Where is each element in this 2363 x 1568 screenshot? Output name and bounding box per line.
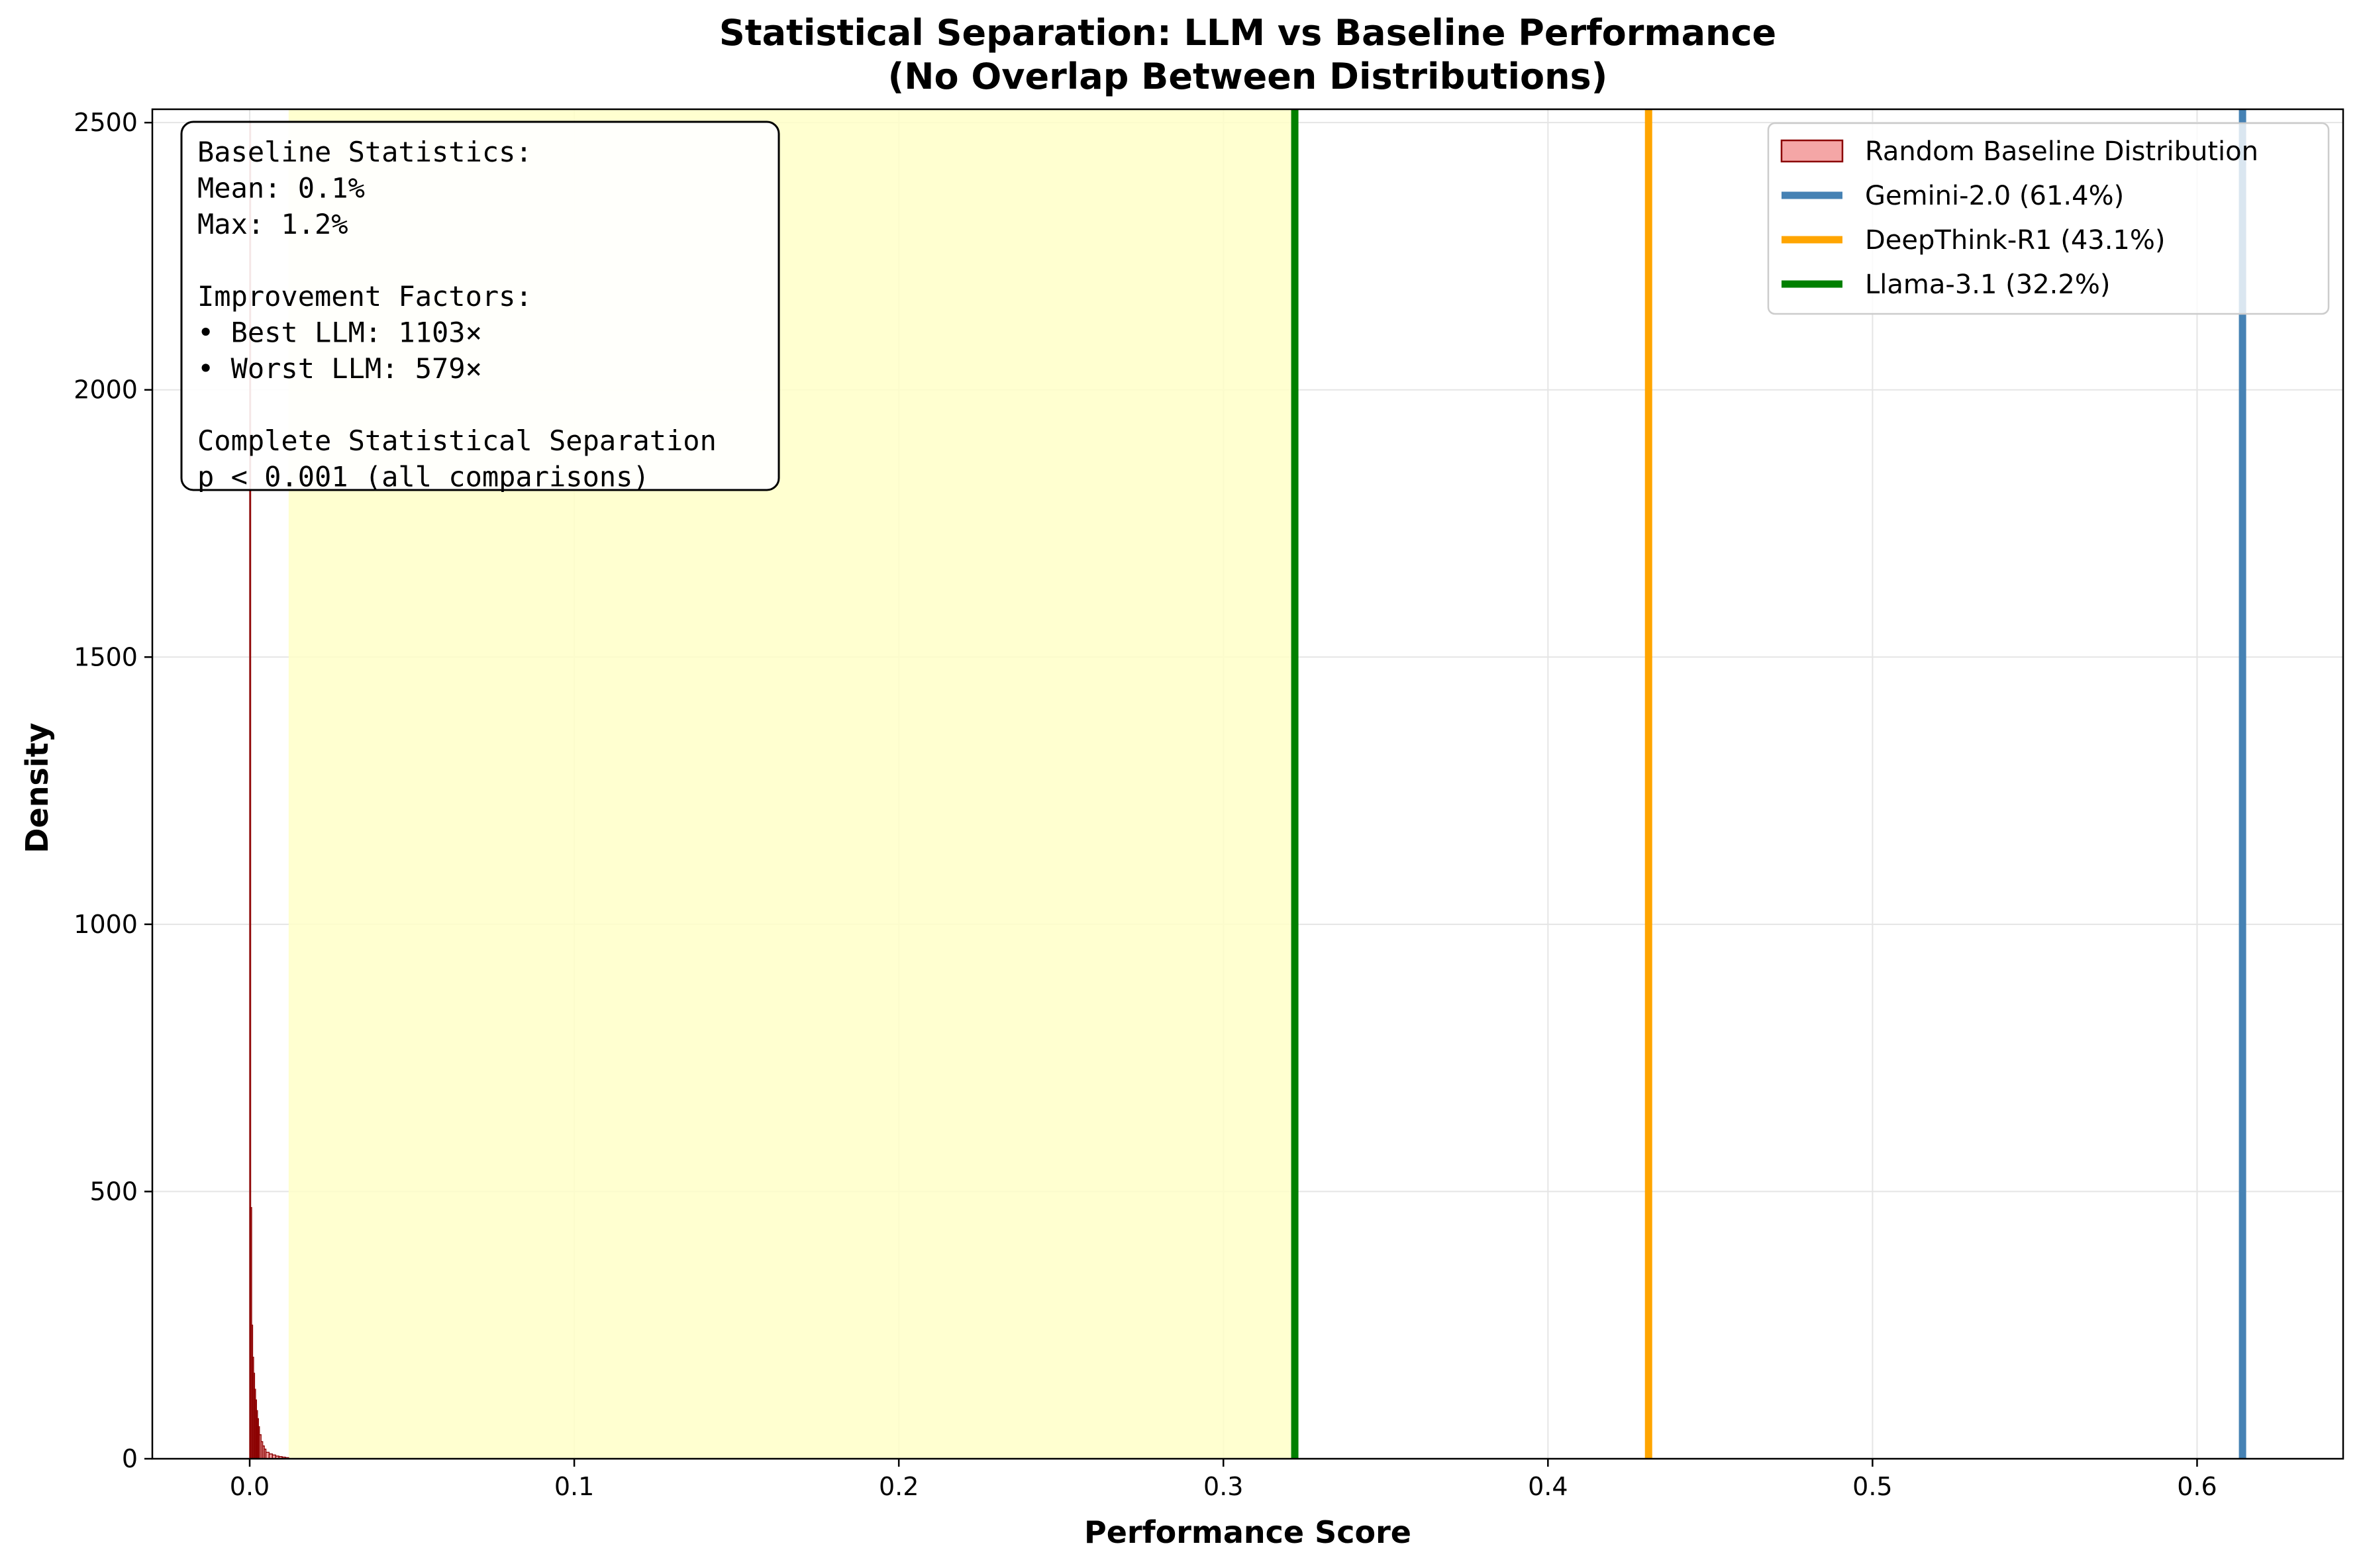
y-tick-label: 0 <box>122 1444 138 1473</box>
x-tick-label: 0.5 <box>1852 1472 1892 1501</box>
y-tick-label: 1500 <box>74 642 138 671</box>
legend-label: Llama-3.1 (32.2%) <box>1865 270 2110 300</box>
x-axis-ticks: 0.0 0.1 0.2 0.3 0.4 0.5 0.6 <box>230 1459 2217 1501</box>
x-tick-label: 0.1 <box>554 1472 594 1501</box>
baseline-stats-box: Baseline Statistics: Mean: 0.1%Max: 1.2% I… <box>180 121 780 493</box>
y-tick-label: 2500 <box>74 108 138 137</box>
chart-title-line1: Statistical Separation: LLM vs Baseline … <box>719 12 1776 54</box>
stats-box-line: p < 0.001 (all comparisons) <box>197 461 650 493</box>
x-axis-label: Performance Score <box>1084 1514 1411 1550</box>
stats-box-line: Mean: 0.1% <box>197 172 365 205</box>
axes-frame <box>151 108 2344 1460</box>
legend-swatch-baseline <box>1780 139 1844 163</box>
stats-box-line: • Best LLM: 1103× <box>197 317 482 349</box>
stats-box-line: Baseline Statistics: <box>197 136 532 168</box>
legend-label: DeepThink-R1 (43.1%) <box>1865 225 2166 256</box>
legend-label: Random Baseline Distribution <box>1865 136 2258 167</box>
x-tick-label: 0.4 <box>1528 1472 1568 1501</box>
stats-box-line: Improvement Factors: <box>197 280 532 313</box>
stats-box-line: Max: 1.2% <box>197 208 348 240</box>
y-tick-label: 2000 <box>74 375 138 405</box>
legend: Random Baseline Distribution Gemini-2.0 (… <box>1767 122 2330 315</box>
y-tick-label: 1000 <box>74 910 138 939</box>
chart-title-line2: (No Overlap Between Distributions) <box>888 56 1608 97</box>
x-tick-label: 0.0 <box>230 1472 270 1501</box>
y-axis-label: Density <box>19 722 55 853</box>
stats-box-line: Complete Statistical Separation <box>197 424 717 457</box>
axes-border <box>151 108 2344 1460</box>
stats-box-line: • Worst LLM: 579× <box>197 352 482 385</box>
x-tick-label: 0.3 <box>1203 1472 1243 1501</box>
model-lines <box>1291 109 2246 1459</box>
histogram-bar <box>265 1451 270 1459</box>
stats-box-frame <box>180 121 780 491</box>
y-axis-ticks: 0 500 1000 1500 2000 2500 <box>74 108 152 1473</box>
x-tick-label: 0.6 <box>2177 1472 2217 1501</box>
legend-label: Gemini-2.0 (61.4%) <box>1865 181 2124 211</box>
x-tick-label: 0.2 <box>879 1472 919 1501</box>
y-tick-label: 500 <box>89 1177 138 1206</box>
legend-frame <box>1767 122 2330 315</box>
